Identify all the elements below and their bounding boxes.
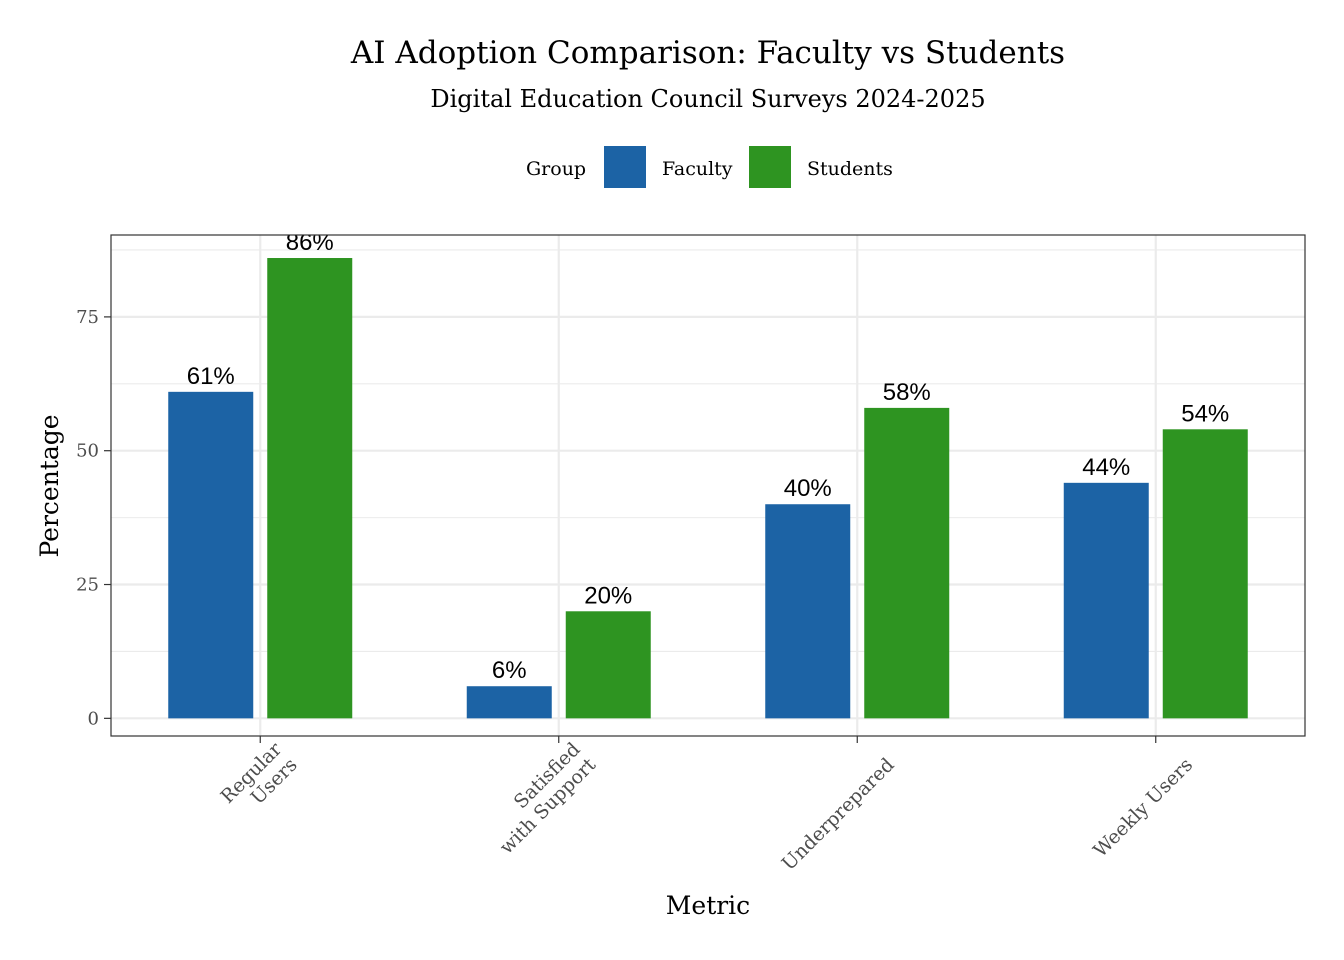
x-tick-label: Weekly Users <box>1089 754 1197 862</box>
y-tick-label: 50 <box>76 441 99 462</box>
bar-value-label: 6% <box>492 657 527 684</box>
x-tick-label: RegularUsers <box>217 738 303 824</box>
legend-label-faculty: Faculty <box>662 158 733 180</box>
y-tick-label: 0 <box>88 708 99 729</box>
chart-title: AI Adoption Comparison: Faculty vs Stude… <box>350 35 1065 71</box>
plot-panel-border <box>110 234 1306 737</box>
x-tick-label: Underprepared <box>778 754 899 875</box>
bar-faculty <box>765 504 851 719</box>
y-tick-label: 25 <box>76 575 99 596</box>
x-axis: RegularUsers Satisfiedwith Support Underpr… <box>217 736 1197 875</box>
x-axis-label: Metric <box>666 891 750 920</box>
bar-value-label: 44% <box>1082 454 1130 481</box>
bar-faculty <box>168 391 254 719</box>
y-axis-label: Percentage <box>35 414 64 557</box>
chart-subtitle: Digital Education Council Surveys 2024-2… <box>430 85 985 113</box>
legend-label-students: Students <box>807 158 893 180</box>
bar-students <box>1162 429 1248 719</box>
bar-value-label: 86% <box>286 229 334 256</box>
bars <box>168 258 1248 719</box>
legend-key-faculty <box>604 146 646 188</box>
bar-labels: 61% 6% 40% 44% 86% 20% 58% 54% <box>187 229 1230 684</box>
y-axis: 0 25 50 75 <box>76 307 111 729</box>
legend-key-students <box>749 146 791 188</box>
y-tick-label: 75 <box>76 307 99 328</box>
bar-value-label: 58% <box>883 379 931 406</box>
bar-students <box>565 611 651 719</box>
legend: Group Faculty Students <box>526 146 893 188</box>
bar-faculty <box>1063 482 1149 719</box>
bar-students <box>267 258 353 719</box>
bar-value-label: 20% <box>584 582 632 609</box>
bar-value-label: 54% <box>1181 400 1229 427</box>
bar-value-label: 61% <box>187 363 235 390</box>
bar-students <box>864 407 950 719</box>
bar-value-label: 40% <box>784 475 832 502</box>
bar-faculty <box>466 686 552 719</box>
legend-title: Group <box>526 158 586 180</box>
x-tick-label: Satisfiedwith Support <box>480 738 600 858</box>
